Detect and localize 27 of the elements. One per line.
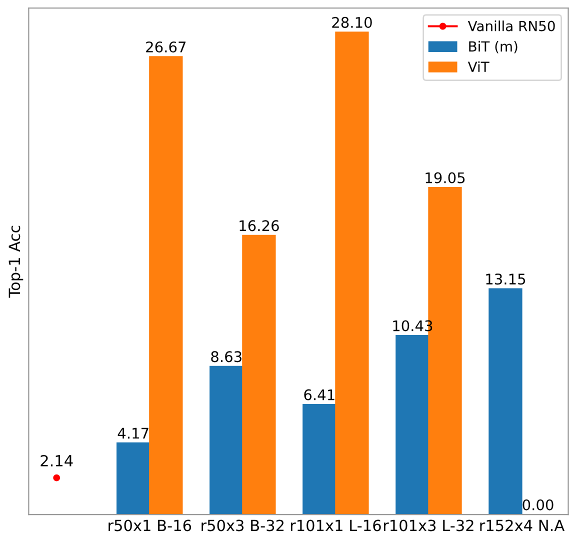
legend-label: ViT [468, 61, 490, 72]
bar [335, 32, 369, 515]
data-label: 4.17 [118, 428, 148, 439]
legend-label: Vanilla RN50 [468, 20, 555, 32]
data-label: 19.05 [426, 172, 465, 184]
data-label: 6.41 [304, 389, 334, 400]
data-label: 2.14 [40, 454, 73, 466]
x-tick-label: r152x4 N.A [480, 520, 565, 532]
y-axis-title: Top-1 Acc [8, 226, 24, 298]
x-tick-label: r101x3 L-32 [384, 520, 474, 532]
bar [396, 334, 430, 515]
bar [242, 234, 276, 515]
bar [149, 56, 183, 515]
data-label: 28.10 [332, 16, 372, 28]
data-label: 0.00 [522, 499, 554, 510]
x-tick-label: r101x1 L-16 [290, 520, 381, 532]
data-label: 16.26 [240, 220, 279, 232]
bar [116, 442, 150, 515]
data-label: 26.67 [146, 41, 186, 52]
bar [210, 366, 244, 515]
bar [488, 288, 522, 515]
bar [302, 404, 336, 515]
x-tick-label: r50x1 B-16 [108, 520, 192, 532]
x-tick-label: r50x3 B-32 [202, 520, 284, 532]
data-label: 13.15 [486, 274, 526, 285]
legend-label: BiT (m) [469, 40, 518, 54]
data-label: 8.63 [211, 351, 242, 362]
